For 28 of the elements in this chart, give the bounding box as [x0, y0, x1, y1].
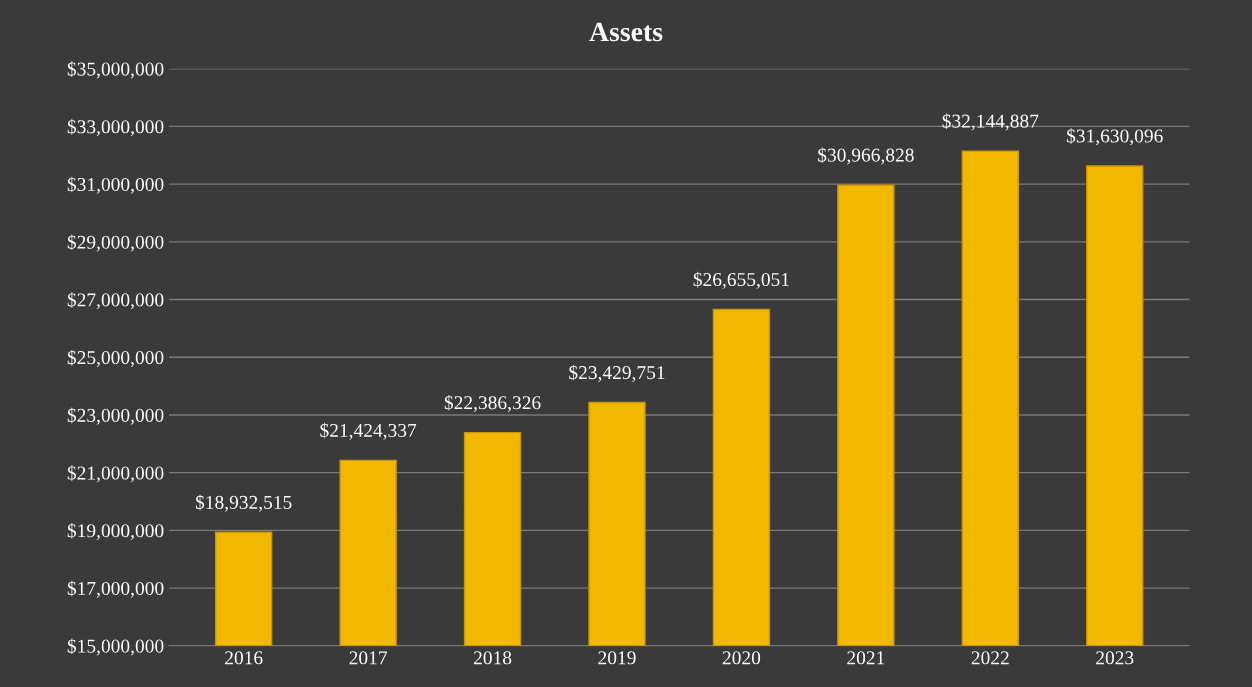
x-tick-label: 2021	[847, 651, 885, 665]
data-label: $32,144,887	[942, 113, 1039, 131]
data-label: $21,424,337	[320, 422, 417, 440]
y-tick-label: $27,000,000	[67, 292, 164, 310]
y-tick-label: $29,000,000	[67, 234, 164, 252]
x-tick-label: 2022	[971, 651, 1009, 665]
y-tick-label: $23,000,000	[67, 407, 164, 425]
x-tick-label: 2020	[722, 651, 761, 665]
data-label: $22,386,326	[444, 394, 541, 413]
y-tick-label: $33,000,000	[67, 119, 164, 137]
data-label: $18,932,515	[195, 494, 292, 512]
x-tick-label: 2017	[349, 651, 387, 665]
y-tick-label: $19,000,000	[67, 523, 164, 541]
data-label: $23,429,751	[569, 364, 665, 382]
x-tick-label: 2016	[225, 651, 263, 665]
data-label: $26,655,051	[693, 271, 789, 289]
y-tick-label: $15,000,000	[67, 638, 164, 656]
chart-title: Assets	[589, 22, 663, 42]
data-label: $31,630,096	[1066, 128, 1163, 146]
y-tick-label: $21,000,000	[67, 465, 164, 483]
x-tick-label: 2018	[473, 651, 512, 665]
y-tick-label: $31,000,000	[67, 176, 164, 194]
y-tick-label: $17,000,000	[67, 580, 164, 598]
y-tick-label: $25,000,000	[67, 349, 164, 367]
x-tick-label: 2019	[598, 651, 636, 665]
y-tick-label: $35,000,000	[67, 61, 164, 79]
x-tick-label: 2023	[1096, 651, 1134, 665]
data-label: $30,966,828	[818, 147, 914, 165]
